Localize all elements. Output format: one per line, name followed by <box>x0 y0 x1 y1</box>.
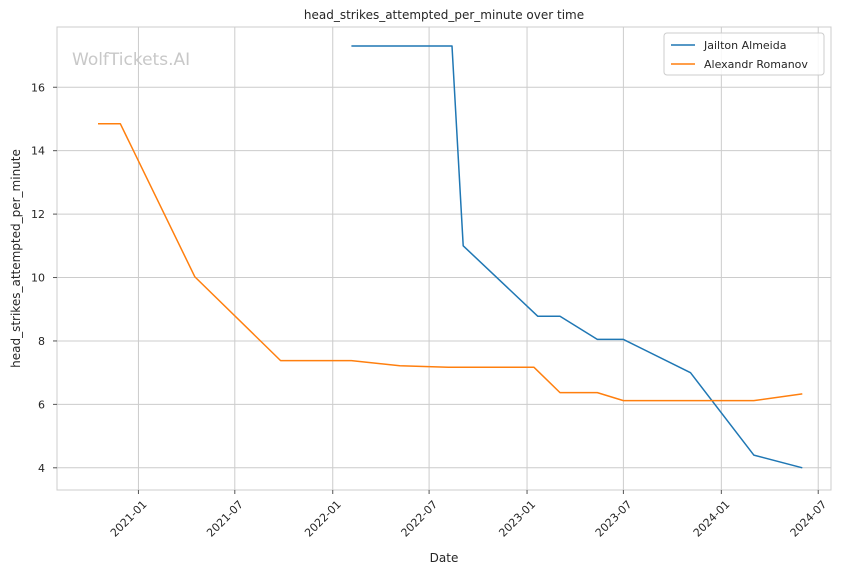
legend-label: Jailton Almeida <box>703 39 786 52</box>
x-tick-label: 2023-01 <box>496 498 538 540</box>
x-tick-label: 2024-07 <box>788 498 830 540</box>
legend: Jailton Almeida Alexandr Romanov <box>663 32 825 76</box>
y-tick-label: 10 <box>31 272 45 285</box>
plot-frame <box>56 26 832 491</box>
x-tick-label: 2023-07 <box>593 498 635 540</box>
y-tick-label: 6 <box>38 398 45 411</box>
x-tick-label: 2022-01 <box>302 498 344 540</box>
y-tick-label: 8 <box>38 335 45 348</box>
y-tick-label: 16 <box>31 81 45 94</box>
x-tick-label: 2022-07 <box>399 498 441 540</box>
x-tick-label: 2021-07 <box>204 498 246 540</box>
series-line <box>98 122 803 402</box>
y-axis-ticks: 4 6 8 10 12 14 16 <box>31 81 57 475</box>
y-tick-label: 12 <box>31 208 45 221</box>
grid <box>57 27 831 490</box>
y-axis-label: head_strikes_attempted_per_minute <box>9 149 23 368</box>
x-axis-label: Date <box>430 551 459 565</box>
series-layer <box>98 45 803 469</box>
series-line <box>351 45 803 469</box>
x-tick-label: 2021-01 <box>108 498 150 540</box>
y-tick-label: 14 <box>31 145 45 158</box>
watermark: WolfTickets.AI <box>72 50 190 70</box>
x-tick-label: 2024-01 <box>691 498 733 540</box>
y-tick-label: 4 <box>38 462 45 475</box>
chart-title: head_strikes_attempted_per_minute over t… <box>304 8 584 22</box>
legend-box <box>663 32 825 76</box>
legend-label: Alexandr Romanov <box>704 58 808 71</box>
x-axis-ticks: 2021-01 2021-07 2022-01 2022-07 2023-01 2023-… <box>108 490 829 540</box>
